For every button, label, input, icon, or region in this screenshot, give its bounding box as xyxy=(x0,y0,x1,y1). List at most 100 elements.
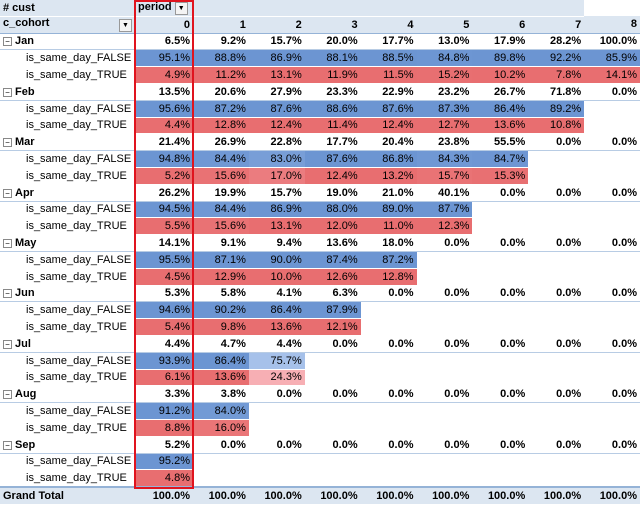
collapse-toggle[interactable]: − xyxy=(3,37,12,47)
cohort-value: 4.1% xyxy=(248,285,305,303)
sub-row: is_same_day_FALSE 94.6% 90.2% 86.4% 87.9% xyxy=(0,301,640,319)
empty-cell xyxy=(584,419,640,436)
column-header: 8 xyxy=(584,16,640,34)
sub-row: is_same_day_FALSE 95.6% 87.2% 87.6% 88.6% 87.… xyxy=(0,100,640,118)
cohort-value: 0.0% xyxy=(416,335,473,353)
empty-cell xyxy=(417,302,473,319)
sub-row: is_same_day_TRUE 5.2% 15.6% 17.0% 12.4% 13.2%… xyxy=(0,167,640,185)
true-share: 12.6% xyxy=(304,268,361,286)
true-share: 15.6% xyxy=(193,167,249,185)
false-share: 94.8% xyxy=(135,150,193,168)
empty-cell xyxy=(417,369,473,386)
cohort-label: − Jun xyxy=(0,285,135,303)
cohort-value: 0.0% xyxy=(584,285,640,303)
collapse-toggle[interactable]: − xyxy=(3,289,12,299)
empty-cell xyxy=(584,453,640,470)
grand-total-value: 100.0% xyxy=(584,486,640,505)
cohort-row: − Aug 3.3% 3.8% 0.0% 0.0% 0.0% 0.0% 0.0% 0.0% 0.0% xyxy=(0,385,640,404)
cohort-row: − Jul 4.4% 4.7% 4.4% 0.0% 0.0% 0.0% 0.0% 0.0% 0.0% xyxy=(0,335,640,353)
true-share: 7.8% xyxy=(528,66,585,84)
empty-cell xyxy=(584,369,640,386)
empty-cell xyxy=(584,218,640,235)
cohort-value: 22.9% xyxy=(360,83,417,101)
collapse-toggle[interactable]: − xyxy=(3,87,12,97)
row-field[interactable]: c_cohort ▼ xyxy=(0,16,135,34)
cohort-label: − Sep xyxy=(0,436,135,454)
cohort-value: 5.3% xyxy=(135,285,193,303)
true-share: 11.4% xyxy=(304,117,361,134)
cohort-value: 0.0% xyxy=(584,184,640,202)
sub-row: is_same_day_FALSE 95.5% 87.1% 90.0% 87.4% 87.… xyxy=(0,251,640,269)
empty-cell xyxy=(528,201,584,218)
cohort-value: 20.6% xyxy=(193,83,249,101)
column-header: 6 xyxy=(472,16,529,34)
cohort-value: 21.0% xyxy=(360,184,417,202)
cohort-value: 0.0% xyxy=(584,83,640,101)
false-share: 89.0% xyxy=(360,201,417,218)
empty-cell xyxy=(528,302,584,319)
collapse-toggle[interactable]: − xyxy=(3,339,12,349)
false-share: 90.2% xyxy=(193,301,249,319)
false-share: 88.8% xyxy=(193,49,249,67)
collapse-toggle[interactable]: − xyxy=(3,390,12,400)
sub-label: is_same_day_TRUE xyxy=(26,321,127,334)
empty-cell xyxy=(584,201,640,218)
false-share: 91.2% xyxy=(135,402,193,420)
empty-cell xyxy=(305,403,361,420)
empty-cell xyxy=(472,352,528,369)
sub-label: is_same_day_TRUE xyxy=(26,119,127,132)
collapse-toggle[interactable]: − xyxy=(3,440,12,450)
true-share: 13.2% xyxy=(360,167,417,185)
cohort-value: 22.8% xyxy=(248,133,305,152)
sub-row: is_same_day_TRUE 5.5% 15.6% 13.1% 12.0% 11.0%… xyxy=(0,217,640,235)
empty-cell xyxy=(584,403,640,420)
false-share: 90.0% xyxy=(248,251,305,269)
false-share: 87.7% xyxy=(416,201,473,218)
empty-cell xyxy=(472,403,528,420)
filter-button[interactable]: ▼ xyxy=(174,1,188,15)
column-header: 0 xyxy=(135,16,193,34)
cohort-value: 55.5% xyxy=(472,133,529,152)
column-field[interactable]: period ▼ xyxy=(135,0,585,17)
false-share: 86.4% xyxy=(193,352,249,370)
false-share: 84.0% xyxy=(193,402,249,420)
cohort-value: 0.0% xyxy=(472,385,529,404)
empty-cell xyxy=(472,302,528,319)
cohort-value: 9.4% xyxy=(248,234,305,252)
cohort-value: 0.0% xyxy=(360,285,417,303)
cohort-name: Jun xyxy=(15,287,35,300)
cohort-value: 0.0% xyxy=(416,385,473,404)
false-share: 84.7% xyxy=(472,150,529,168)
collapse-toggle[interactable]: − xyxy=(3,239,12,249)
true-share: 12.9% xyxy=(193,268,249,286)
empty-cell xyxy=(472,419,528,436)
empty-cell xyxy=(305,453,361,470)
false-share: 89.2% xyxy=(528,100,585,118)
cohort-value: 6.5% xyxy=(135,33,193,51)
false-share: 92.2% xyxy=(528,49,585,67)
cohort-value: 0.0% xyxy=(584,133,640,152)
header-row: # cust period ▼ xyxy=(0,0,640,17)
false-share: 95.6% xyxy=(135,100,193,118)
false-share: 84.8% xyxy=(416,49,473,67)
cohort-name: Aug xyxy=(15,388,37,401)
cohort-value: 71.8% xyxy=(528,83,585,101)
true-share: 4.5% xyxy=(135,268,193,286)
cohort-value: 0.0% xyxy=(416,234,473,252)
collapse-toggle[interactable]: − xyxy=(3,188,12,198)
sub-label: is_same_day_TRUE xyxy=(26,421,127,434)
false-share: 88.0% xyxy=(304,201,361,218)
true-share: 13.6% xyxy=(193,369,249,386)
cohort-row: − Jun 5.3% 5.8% 4.1% 6.3% 0.0% 0.0% 0.0% 0.0% 0.0% xyxy=(0,285,640,303)
cohort-value: 9.1% xyxy=(193,234,249,252)
dropdown-button[interactable]: ▼ xyxy=(119,19,132,33)
false-share: 87.1% xyxy=(193,251,249,269)
cohort-value: 0.0% xyxy=(304,436,361,454)
grand-total-value: 100.0% xyxy=(304,486,361,505)
true-share: 12.0% xyxy=(304,217,361,235)
empty-cell xyxy=(584,470,640,487)
true-share: 15.3% xyxy=(472,167,529,185)
collapse-toggle[interactable]: − xyxy=(3,138,12,148)
true-share: 10.8% xyxy=(528,117,585,134)
